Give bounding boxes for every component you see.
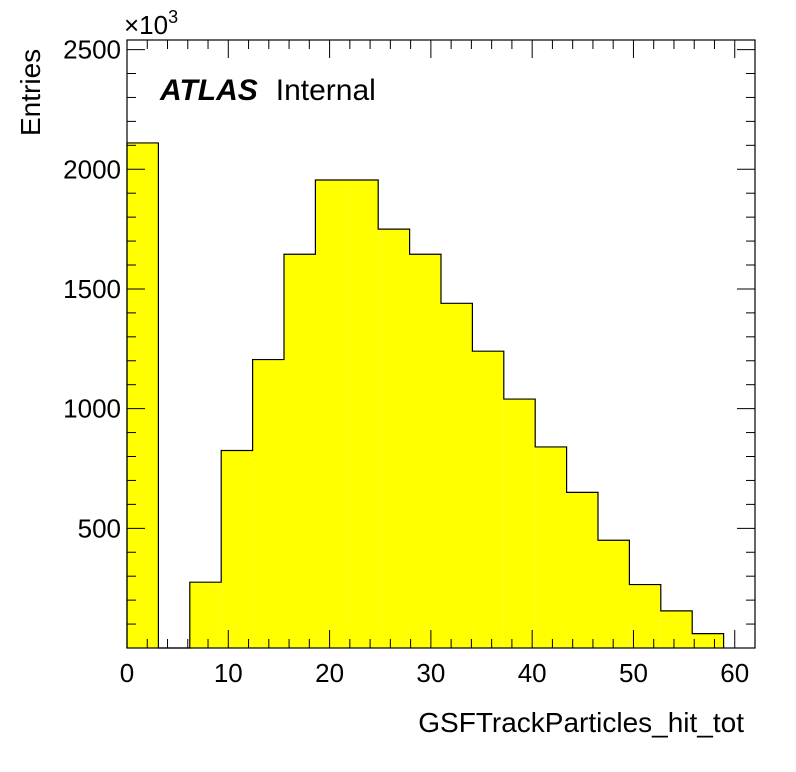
x-tick-label: 40 bbox=[518, 658, 547, 688]
histogram-bar bbox=[660, 610, 693, 648]
histogram-bar bbox=[472, 351, 504, 648]
histogram-bar bbox=[503, 399, 536, 648]
y-tick-label: 500 bbox=[78, 513, 121, 543]
histogram-bars bbox=[127, 142, 724, 649]
histogram-bar bbox=[629, 584, 661, 648]
histogram-outline bbox=[126, 142, 725, 649]
y-tick-label: 1000 bbox=[63, 394, 121, 424]
x-tick-label: 50 bbox=[619, 658, 648, 688]
histogram-bar bbox=[378, 229, 410, 648]
x-tick-label: 60 bbox=[720, 658, 749, 688]
histogram-bar bbox=[692, 633, 724, 648]
x-tick-labels: 0 10 20 30 40 50 60 bbox=[120, 658, 749, 688]
y-axis-title: Entries bbox=[15, 49, 46, 136]
histogram-bar bbox=[189, 582, 222, 648]
y-multiplier: ×103 bbox=[124, 7, 178, 40]
atlas-label: ATLAS Internal bbox=[159, 74, 376, 107]
histogram-bar bbox=[221, 450, 253, 648]
histogram-bar bbox=[409, 254, 441, 649]
histogram-bar bbox=[252, 359, 284, 648]
histogram-bar bbox=[315, 180, 347, 648]
histogram-bar bbox=[535, 446, 567, 648]
plot-frame bbox=[126, 39, 756, 649]
x-tick-label: 30 bbox=[416, 658, 445, 688]
histogram-bar bbox=[598, 540, 630, 648]
y-tick-label: 2000 bbox=[63, 154, 121, 184]
axis-ticks bbox=[126, 40, 756, 649]
histogram-bar bbox=[441, 303, 473, 648]
x-tick-label: 10 bbox=[214, 658, 243, 688]
x-tick-label: 0 bbox=[120, 658, 134, 688]
x-tick-label: 20 bbox=[315, 658, 344, 688]
histogram-bar bbox=[127, 142, 159, 648]
y-tick-label: 1500 bbox=[63, 274, 121, 304]
histogram-bar bbox=[346, 180, 379, 648]
histogram-bar bbox=[284, 254, 316, 649]
y-tick-label: 2500 bbox=[63, 35, 121, 65]
histogram-bar bbox=[566, 492, 598, 648]
x-axis-title: GSFTrackParticles_hit_tot bbox=[418, 707, 744, 738]
y-tick-labels: 500 1000 1500 2000 2500 bbox=[63, 35, 121, 544]
